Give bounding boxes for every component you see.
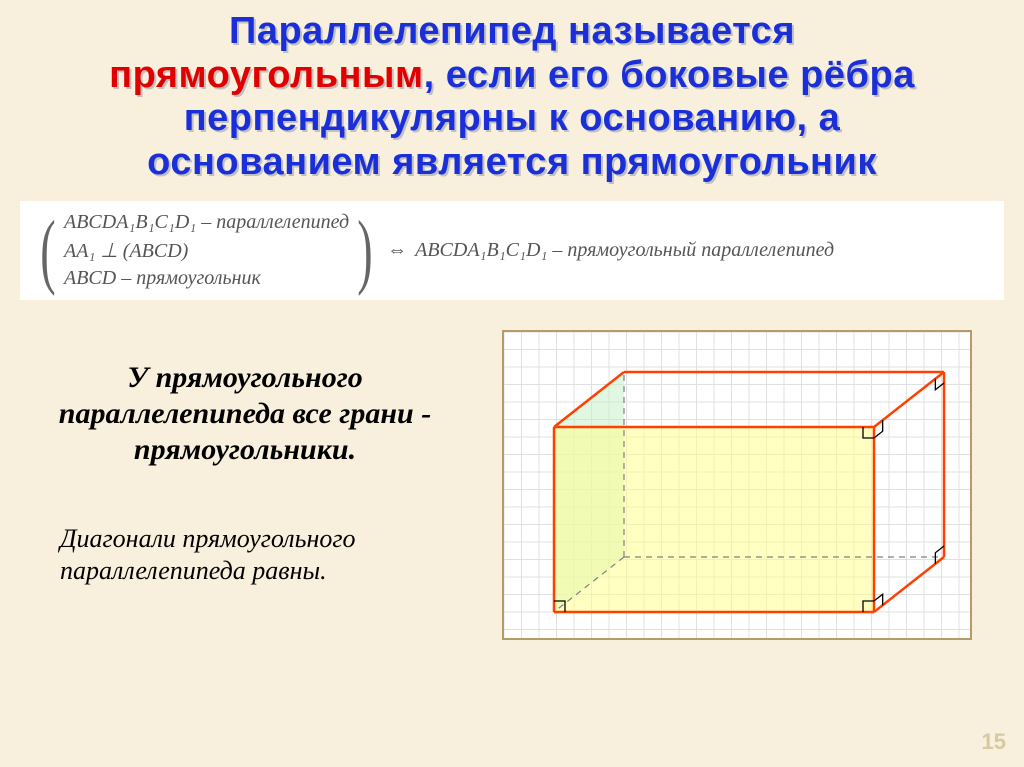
title-line-2b: , если его боковые рёбра bbox=[424, 54, 915, 96]
title-line-3: перпендикулярны к основанию, а bbox=[40, 97, 984, 141]
title-red-word: прямоугольным bbox=[109, 54, 423, 96]
conclusion: ABCDA₁B₁C₁D₁ – прямоугольный параллелепи… bbox=[415, 239, 834, 262]
premise-2: AA₁ ⊥ (ABCD) bbox=[64, 238, 349, 263]
page-number: 15 bbox=[982, 729, 1006, 755]
statements-block: У прямоугольного параллелепипеда все гра… bbox=[30, 330, 460, 640]
title-line-2: прямоугольным, если его боковые рёбра bbox=[40, 54, 984, 98]
parallelepiped-figure bbox=[502, 330, 972, 640]
formula-box: ( ABCDA₁B₁C₁D₁ – параллелепипед AA₁ ⊥ (A… bbox=[20, 201, 1004, 300]
statement-diagonals: Диагонали прямоугольного параллелепипеда… bbox=[30, 523, 460, 588]
premise-group: ( ABCDA₁B₁C₁D₁ – параллелепипед AA₁ ⊥ (A… bbox=[34, 211, 379, 290]
premise-1: ABCDA₁B₁C₁D₁ – параллелепипед bbox=[64, 211, 349, 234]
premise-3: ABCD – прямоугольник bbox=[64, 267, 349, 290]
iff-arrow: ⇔ bbox=[387, 239, 407, 262]
title-block: Параллелепипед называется прямоугольным,… bbox=[0, 0, 1024, 193]
statement-faces: У прямоугольного параллелепипеда все гра… bbox=[30, 360, 460, 468]
title-line-1: Параллелепипед называется bbox=[40, 10, 984, 54]
title-line-4: основанием является прямоугольник bbox=[40, 141, 984, 185]
